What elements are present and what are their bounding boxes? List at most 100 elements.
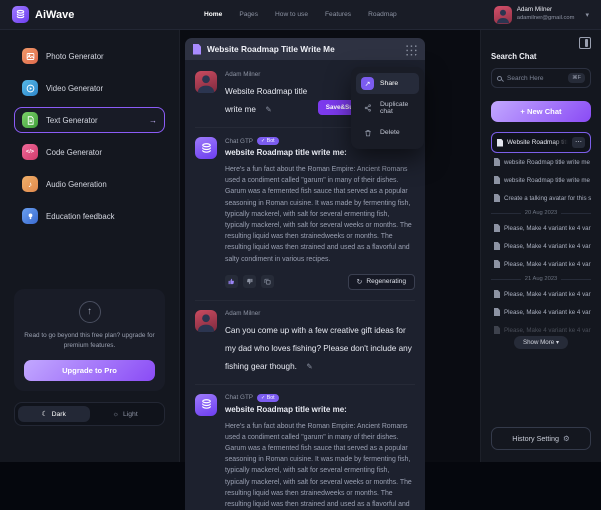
dark-mode-button[interactable]: ☾ Dark (18, 406, 90, 422)
video-icon (22, 80, 38, 96)
chat-history-item[interactable]: Please, Make 4 variant ke 4 varian (491, 219, 591, 237)
duplicate-icon (361, 102, 374, 115)
file-icon (494, 176, 500, 184)
file-icon (494, 290, 500, 298)
chat-history-label: Please, Make 4 variant ke 4 varian (504, 224, 591, 232)
message-actions: ↻ Regenerating (225, 273, 415, 290)
audio-icon: ♪ (22, 176, 38, 192)
chat-history-label: Please, Make 4 variant ke 4 varian (504, 290, 591, 298)
history-setting-label: History Setting (512, 434, 559, 443)
chat-history-item[interactable]: Please, Make 4 variant ke 4 varian (491, 255, 591, 273)
active-chat-item[interactable]: Website Roadmap title write me ⋯ (491, 132, 591, 153)
thumbs-up-icon[interactable] (225, 275, 238, 289)
nav-link-roadmap[interactable]: Roadmap (368, 11, 397, 18)
sidebar-item-label: Text Generator (46, 115, 98, 125)
file-icon (494, 158, 500, 166)
message-user-2: Adam Milner Can you come up with a few c… (195, 299, 415, 384)
nav-link-pages[interactable]: Pages (239, 11, 259, 18)
edit-icon[interactable]: ✎ (265, 105, 272, 114)
regenerate-button[interactable]: ↻ Regenerating (347, 273, 415, 290)
trash-icon (361, 126, 374, 139)
light-mode-button[interactable]: ☼ Light (90, 406, 162, 422)
user-name: Adam Milner (516, 6, 553, 14)
menu-item-share[interactable]: ↗ Share (356, 73, 419, 94)
chat-item-menu-icon[interactable]: ⋯ (572, 137, 585, 148)
menu-item-label: Share (380, 80, 399, 87)
chat-history-item[interactable]: Please, Make 4 variant ke 4 varian (491, 285, 591, 303)
chat-file-icon (193, 43, 201, 55)
menu-item-delete[interactable]: Delete (356, 122, 419, 143)
theme-toggle: ☾ Dark ☼ Light (14, 402, 165, 426)
sidebar-item-audio-generation[interactable]: ♪ Audio Generation (14, 171, 165, 197)
user-email: adamilner@gmail.com (516, 14, 575, 21)
file-icon (494, 326, 500, 334)
chat-header: Website Roadmap Title Write Me (185, 38, 425, 60)
sidebar-item-label: Video Generator (46, 83, 104, 93)
left-sidebar: Photo Generator Video Generator Text Gen… (0, 30, 180, 462)
sidebar-item-education-feedback[interactable]: Education feedback (14, 203, 165, 229)
message-content: Chat GTP ✓ Bot website Roadmap title wri… (225, 137, 415, 290)
message-author: Adam Milner (225, 309, 261, 317)
bot-badge: ✓ Bot (257, 393, 279, 402)
gear-icon: ⚙ (563, 434, 570, 443)
menu-item-duplicate-chat[interactable]: Duplicate chat (356, 97, 419, 119)
brand-name: AiWave (35, 8, 75, 21)
sidebar-item-photo-generator[interactable]: Photo Generator (14, 43, 165, 69)
nav-link-home[interactable]: Home (204, 11, 223, 18)
search-input[interactable] (507, 74, 564, 82)
bot-avatar (195, 393, 217, 416)
file-icon (494, 224, 500, 232)
user-menu[interactable]: Adam Milner adamilner@gmail.com ▾ (493, 5, 589, 24)
file-icon (494, 308, 500, 316)
brand[interactable]: AiWave (12, 6, 174, 23)
light-label: Light (122, 410, 138, 418)
top-navbar: AiWave Home Pages How to use Features Ro… (0, 0, 601, 30)
nav-link-how-to-use[interactable]: How to use (275, 11, 309, 18)
copy-icon[interactable] (261, 275, 274, 289)
file-icon (494, 260, 500, 268)
chat-history-item[interactable]: Please, Make 4 variant ke 4 varian (491, 237, 591, 255)
sidebar-item-label: Education feedback (46, 211, 115, 221)
upgrade-arrow-icon: ↑ (78, 301, 101, 324)
bot-avatar (195, 137, 217, 159)
history-setting-button[interactable]: History Setting ⚙ (491, 427, 591, 450)
page-body: Photo Generator Video Generator Text Gen… (0, 30, 601, 510)
chat-history-item[interactable]: Create a talking avatar for this scrip (491, 189, 591, 207)
date-divider: 20 Aug 2023 (491, 210, 591, 216)
chat-options-dropdown: ↗ Share Duplicate chat Delete (351, 67, 424, 149)
menu-item-label: Duplicate chat (380, 101, 409, 115)
right-sidebar: Search Chat ⌘F + New Chat Website Roadma… (480, 30, 601, 462)
chat-history-label: Please, Make 4 variant ke 4 varian (504, 242, 591, 250)
user-avatar (493, 5, 512, 24)
search-chat-title: Search Chat (491, 52, 537, 61)
chat-history-item[interactable]: website Roadmap title write me (491, 171, 591, 189)
upgrade-to-pro-button[interactable]: Upgrade to Pro (24, 360, 155, 381)
show-more-button[interactable]: Show More ▾ (513, 336, 569, 349)
text-icon (22, 112, 38, 128)
thumbs-down-icon[interactable] (243, 275, 256, 289)
sidebar-item-video-generator[interactable]: Video Generator (14, 75, 165, 101)
search-box: ⌘F (491, 68, 591, 88)
upgrade-card: ↑ Read to go beyond this free plan? upgr… (14, 289, 165, 391)
bot-response-body: Here's a fun fact about the Roman Empire… (225, 422, 412, 508)
chat-menu-icon[interactable] (404, 42, 417, 56)
edit-icon[interactable]: ✎ (306, 361, 313, 371)
sidebar-item-text-generator[interactable]: Text Generator → (14, 107, 165, 133)
nav-link-features[interactable]: Features (325, 11, 352, 18)
chat-history-item[interactable]: Please, Make 4 variant ke 4 varian (491, 303, 591, 321)
message-author: Chat GTP ✓ Bot (225, 137, 415, 145)
search-shortcut-badge: ⌘F (568, 73, 585, 83)
message-author: Adam Milner (225, 71, 261, 78)
bot-name: Chat GTP (225, 137, 253, 145)
arrow-right-icon: → (149, 115, 157, 125)
code-icon: </> (22, 144, 38, 160)
chat-history-item[interactable]: Please, Make 4 variant ke 4 varian (491, 321, 591, 339)
new-chat-button[interactable]: + New Chat (491, 101, 591, 122)
sidebar-item-code-generator[interactable]: </> Code Generator (14, 139, 165, 165)
collapse-panel-icon[interactable] (579, 37, 591, 49)
message-text: Can you come up with a few creative gift… (225, 325, 412, 371)
chat-history-label: Create a talking avatar for this scrip (504, 194, 591, 202)
moon-icon: ☾ (41, 411, 48, 418)
chat-history-item[interactable]: website Roadmap title write me (491, 153, 591, 171)
